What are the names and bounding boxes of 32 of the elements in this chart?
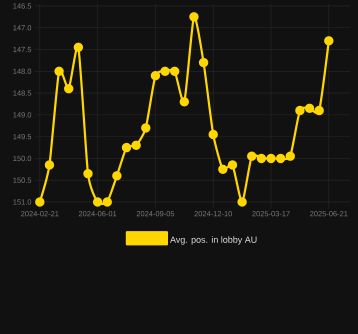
point [324, 36, 334, 46]
point [247, 152, 256, 161]
point [83, 168, 93, 178]
point [208, 130, 218, 140]
point [102, 197, 112, 207]
point [228, 160, 238, 170]
point [189, 12, 199, 22]
point [304, 104, 314, 114]
legend-label: Avg. pos. in lobby AU [170, 236, 257, 245]
point [160, 66, 170, 76]
point [170, 66, 180, 76]
point [141, 123, 150, 133]
point [131, 140, 141, 150]
point [198, 58, 208, 68]
point [150, 70, 160, 80]
point [92, 197, 102, 207]
point [286, 152, 295, 161]
point [295, 106, 305, 116]
point [74, 42, 84, 52]
point [237, 197, 247, 207]
point [35, 197, 45, 207]
point [54, 66, 64, 76]
point [314, 106, 324, 116]
point [112, 171, 122, 181]
point [276, 154, 286, 164]
point [44, 160, 54, 170]
point [256, 154, 266, 164]
point [266, 154, 276, 164]
point [180, 97, 190, 106]
point [64, 84, 74, 94]
point [122, 142, 132, 152]
point [218, 164, 228, 174]
